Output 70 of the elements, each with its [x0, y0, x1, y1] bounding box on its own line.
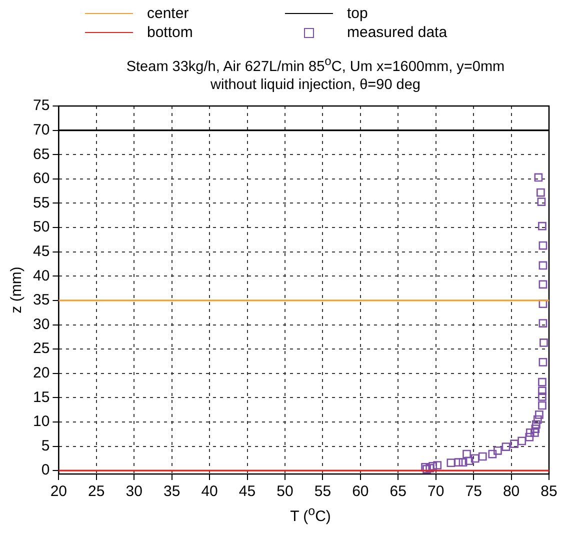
y-tick-label: 35: [32, 291, 50, 308]
x-tick-label: 85: [540, 482, 558, 500]
y-tick-label: 60: [32, 170, 50, 187]
x-tick-label: 50: [276, 482, 294, 500]
point: [488, 450, 497, 458]
point: [525, 432, 534, 442]
point: [502, 442, 510, 451]
point: [531, 424, 540, 433]
point: [534, 415, 542, 424]
legend-label: measured data: [347, 24, 448, 41]
legend-label: top: [347, 5, 368, 22]
point: [538, 392, 546, 401]
x-tick-label: 55: [314, 482, 332, 500]
point: [538, 318, 548, 328]
point: [537, 197, 546, 206]
y-tick-label: 15: [32, 388, 50, 406]
point: [538, 222, 546, 230]
point: [532, 420, 540, 428]
y-tick-label: 65: [32, 146, 50, 163]
point: [458, 458, 468, 466]
x-tick-label: 80: [502, 482, 520, 500]
y-tick-label: 75: [32, 96, 50, 114]
x-tick-label: 30: [126, 482, 142, 500]
point: [470, 454, 480, 462]
point: [454, 458, 463, 466]
point: [446, 458, 456, 467]
y-tick-label: 30: [32, 316, 50, 333]
point: [538, 241, 548, 250]
chart-title: Steam 33kg/h, Air 627L/min 85$^{o}$C, Um x=1600mm, y=0mm without liquid injection, θ=90 deg: [125, 53, 506, 94]
point: [538, 299, 548, 308]
point: [422, 464, 431, 474]
x-tick-label: 75: [465, 482, 482, 500]
y-tick-label: 70: [32, 121, 50, 138]
y-axis-title: z (mm): [8, 266, 26, 314]
point: [538, 358, 548, 366]
y-tick-label: 55: [32, 194, 50, 212]
point: [536, 188, 545, 197]
x-tick-label: 70: [428, 482, 444, 500]
point: [462, 450, 471, 458]
x-tick-label: 40: [201, 482, 218, 500]
point: [464, 456, 474, 465]
y-tick-label: 40: [32, 267, 50, 284]
y-tick-label: 10: [32, 412, 50, 430]
point: [518, 436, 526, 445]
x-tick-label: 25: [88, 482, 105, 500]
point: [538, 386, 546, 395]
x-tick-label: 45: [238, 482, 256, 500]
point: [535, 410, 544, 419]
point: [540, 338, 548, 347]
y-tick-label: 5: [41, 437, 50, 454]
y-tick-label: 20: [32, 364, 50, 382]
point: [433, 460, 442, 470]
point: [534, 173, 543, 182]
point: [538, 378, 546, 386]
point: [538, 280, 548, 288]
point: [510, 440, 518, 448]
y-tick-label: 45: [32, 242, 50, 260]
y-tick-label: 25: [32, 340, 50, 358]
point: [538, 401, 546, 410]
legend-label: bottom: [147, 24, 193, 41]
x-tick-label: 60: [352, 482, 369, 500]
x-tick-label: 65: [390, 482, 406, 500]
x-tick-label: 35: [163, 482, 180, 500]
legend-label: center: [147, 5, 189, 22]
y-tick-label: 0: [41, 462, 50, 479]
point: [478, 452, 487, 461]
x-axis-title: T ($^{o}$C): [289, 504, 332, 525]
y-tick-label: 50: [32, 218, 50, 236]
point: [494, 446, 502, 455]
point: [538, 261, 548, 270]
